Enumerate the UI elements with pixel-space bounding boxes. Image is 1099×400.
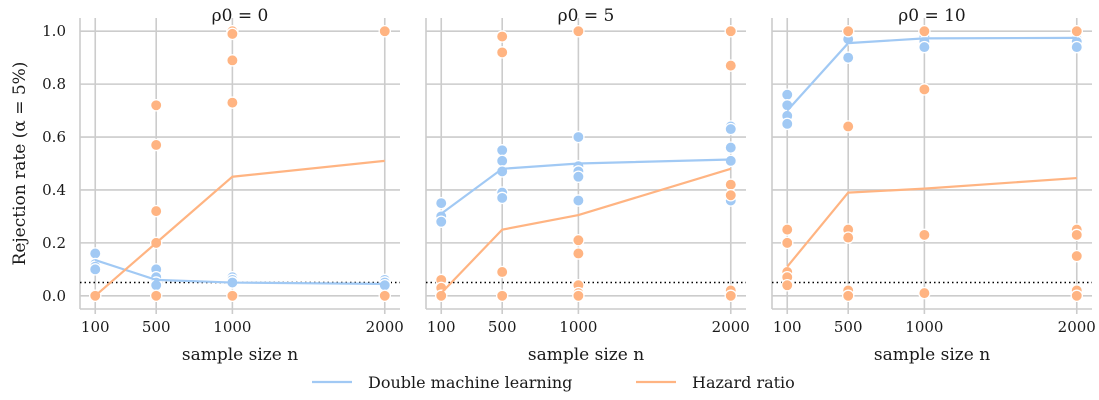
data-point — [149, 99, 163, 112]
data-point — [724, 178, 738, 191]
data-point — [1070, 24, 1084, 38]
legend: Double machine learning Hazard ratio — [312, 373, 795, 392]
data-point — [495, 191, 509, 205]
data-point — [1070, 249, 1084, 263]
data-point — [149, 289, 163, 303]
series-line — [440, 167, 732, 294]
data-point — [572, 170, 585, 183]
data-point — [226, 289, 239, 303]
x-tick-label: 100 — [427, 318, 456, 336]
y-tick-label: 0.4 — [42, 181, 66, 199]
x-tick-label: 1000 — [559, 318, 597, 336]
x-axis-label: sample size n — [528, 345, 644, 365]
data-point — [434, 196, 448, 210]
y-tick-label: 0.0 — [42, 287, 66, 305]
legend-label-hr: Hazard ratio — [692, 373, 795, 392]
data-point — [841, 289, 855, 303]
data-point — [724, 188, 738, 202]
data-point — [378, 278, 392, 292]
data-point — [841, 24, 855, 38]
data-point — [841, 231, 855, 244]
data-point — [572, 24, 585, 38]
x-tick-label: 1000 — [213, 318, 251, 336]
data-point — [495, 30, 509, 43]
data-point — [780, 88, 794, 101]
data-point — [226, 54, 239, 67]
data-point — [918, 24, 931, 38]
data-point — [226, 27, 239, 41]
x-tick-label: 100 — [81, 318, 110, 336]
x-axis-label: sample size n — [182, 345, 298, 365]
series-line — [94, 159, 385, 297]
data-point — [149, 138, 163, 152]
y-axis-label: Rejection rate (α = 5%) — [10, 62, 30, 266]
series-line — [440, 158, 731, 215]
data-point — [918, 83, 931, 96]
x-tick-label: 100 — [773, 318, 802, 336]
data-point — [378, 289, 392, 303]
legend-label-dml: Double machine learning — [368, 373, 572, 392]
data-point — [434, 289, 448, 303]
y-tick-label: 1.0 — [42, 22, 66, 40]
data-point — [780, 117, 794, 131]
data-point — [149, 278, 163, 292]
data-point — [724, 141, 738, 154]
data-point — [495, 265, 509, 279]
data-point — [1070, 228, 1084, 242]
panel-1: 100 500 1000 2000 0.0 0.2 0.4 0.6 0.8 1.0 Rejectio… — [10, 6, 404, 365]
panel-title: ρ0 = 5 — [558, 6, 615, 26]
data-point — [572, 247, 585, 260]
data-point — [572, 233, 585, 247]
data-point — [88, 247, 102, 260]
data-point — [572, 194, 585, 207]
data-point — [434, 215, 448, 228]
data-point — [149, 204, 163, 218]
panel-title: ρ0 = 0 — [212, 6, 269, 26]
data-point — [724, 289, 738, 303]
data-point — [841, 120, 855, 133]
data-point — [724, 122, 738, 136]
data-point — [724, 24, 738, 38]
series-line — [786, 36, 1077, 112]
series-line — [786, 176, 1077, 268]
data-point — [780, 278, 794, 292]
data-point — [226, 96, 239, 109]
data-point — [378, 24, 392, 38]
x-tick-label: 500 — [488, 318, 517, 336]
data-point — [918, 40, 931, 54]
data-point — [1070, 40, 1084, 54]
data-point — [495, 154, 509, 168]
panel-3: 100 500 1000 2000 ρ0 = 10 sample size n — [771, 6, 1096, 365]
data-point — [918, 286, 931, 300]
series-line — [94, 259, 385, 285]
x-tick-label: 2000 — [1058, 318, 1096, 336]
data-point — [724, 59, 738, 72]
x-axis-label: sample size n — [874, 345, 990, 365]
panel-2: 100 500 1000 2000 ρ0 = 5 sample size n — [425, 6, 750, 365]
data-point — [88, 263, 102, 276]
x-tick-label: 500 — [834, 318, 863, 336]
data-point — [495, 289, 509, 303]
data-point — [918, 228, 931, 242]
data-point — [1070, 289, 1084, 303]
y-tick-label: 0.6 — [42, 128, 66, 146]
data-point — [724, 154, 738, 168]
x-tick-label: 2000 — [366, 318, 404, 336]
data-point — [841, 51, 855, 64]
panel-title: ρ0 = 10 — [898, 6, 966, 26]
data-point — [780, 236, 794, 250]
data-point — [495, 46, 509, 59]
x-tick-label: 500 — [142, 318, 171, 336]
data-point — [572, 289, 585, 303]
data-point — [495, 144, 509, 157]
x-tick-label: 1000 — [905, 318, 943, 336]
y-tick-label: 0.8 — [42, 75, 66, 93]
x-tick-label: 2000 — [712, 318, 750, 336]
data-point — [572, 130, 585, 144]
data-point — [780, 223, 794, 236]
y-tick-label: 0.2 — [42, 234, 66, 252]
